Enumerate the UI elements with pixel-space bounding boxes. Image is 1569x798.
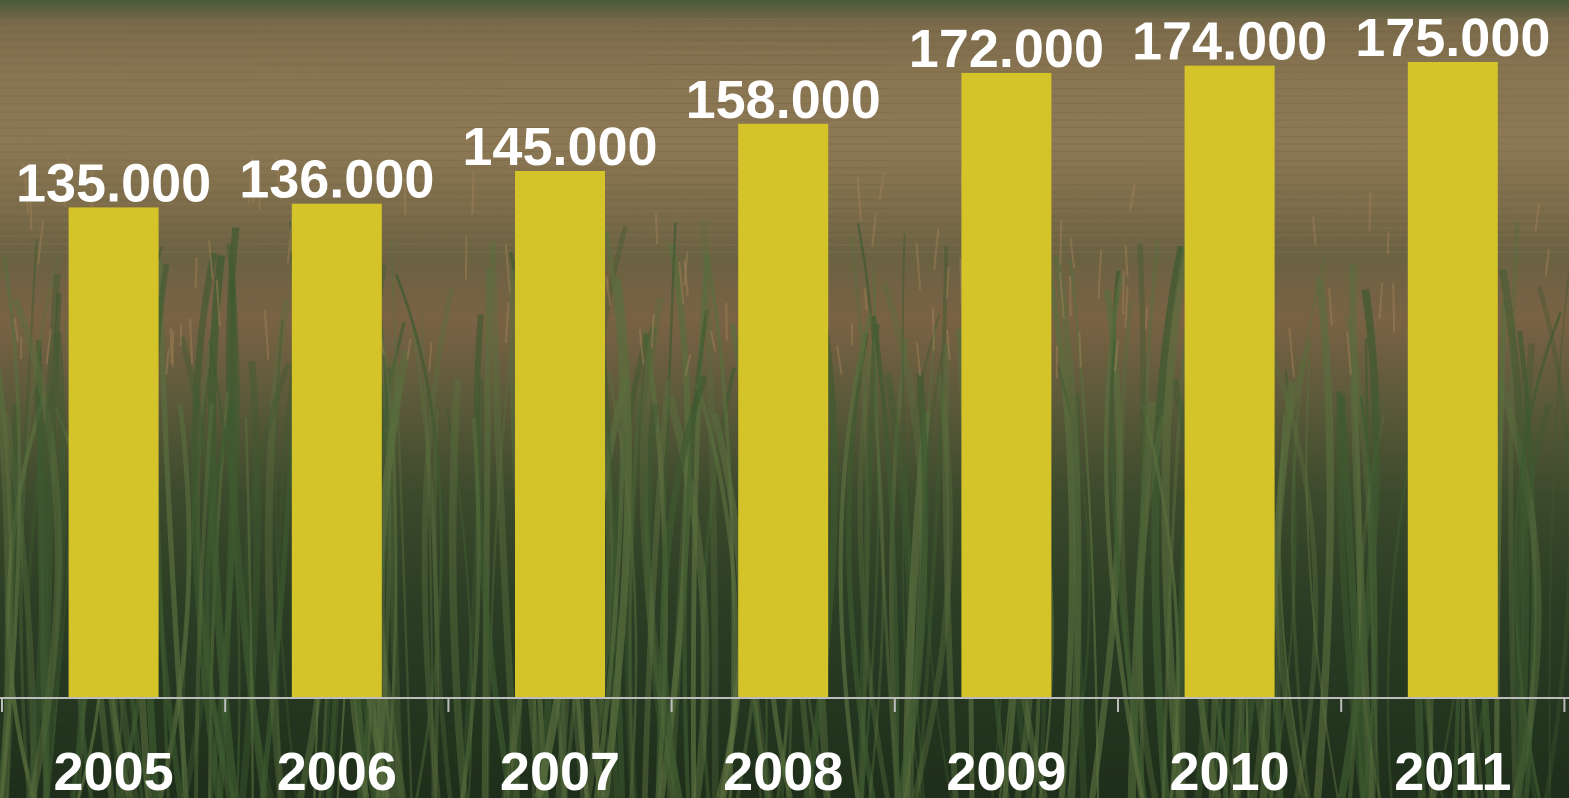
data-label-2008: 158.000	[686, 70, 881, 130]
bar-2008	[738, 123, 829, 699]
x-axis-ticks	[1, 698, 1566, 712]
x-tick-label-2010: 2010	[1170, 742, 1290, 798]
data-label-2006: 136.000	[239, 150, 434, 210]
bar-2009	[961, 72, 1052, 698]
bar-2005	[68, 207, 159, 698]
x-axis-tick-labels: 2005 2006 2007 2008 2009 2010 2011	[54, 742, 1512, 798]
x-tick-label-2009: 2009	[946, 742, 1066, 798]
data-label-2005: 135.000	[16, 153, 211, 213]
bar-2011	[1407, 62, 1498, 698]
bar-2006	[291, 203, 382, 698]
bars-group	[68, 62, 1498, 699]
data-labels-group: 135.000 136.000 145.000 158.000 172.000 174.0…	[16, 8, 1550, 213]
bar-2010	[1184, 65, 1275, 699]
data-label-2010: 174.000	[1132, 12, 1327, 72]
x-tick-label-2011: 2011	[1394, 742, 1511, 798]
bar-2007	[515, 171, 605, 698]
data-label-2009: 172.000	[909, 19, 1104, 79]
x-tick-label-2006: 2006	[277, 742, 397, 798]
data-label-2007: 145.000	[462, 117, 657, 177]
x-tick-label-2007: 2007	[500, 742, 620, 798]
x-tick-label-2008: 2008	[723, 742, 843, 798]
x-tick-label-2005: 2005	[54, 742, 174, 798]
data-label-2011: 175.000	[1355, 8, 1550, 68]
